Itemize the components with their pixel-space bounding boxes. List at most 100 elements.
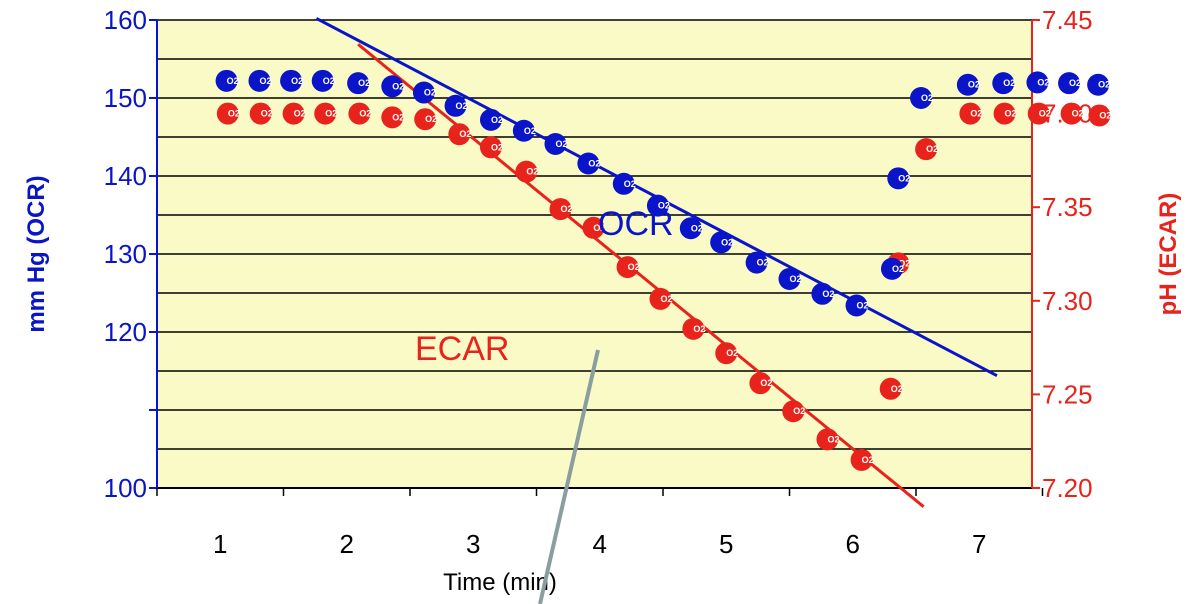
right-tick-label: 7.20 [1042,473,1093,503]
ocr-point-label: O2 [456,101,468,111]
ecar-point [381,106,404,129]
ocr-point [512,119,535,142]
ecar-point [850,448,873,471]
ecar-point-label: O2 [760,378,772,388]
ocr-annotation: OCR [598,205,674,243]
ocr-point [1087,73,1110,96]
ocr-point-label: O2 [691,223,703,233]
ecar-point-label: O2 [726,348,738,358]
ecar-point [915,138,938,161]
data-points: O2 O2 O2 O2 O2 O2 O2 O2 O2 O2 O2 O2 O2 O2 O2 O2 O2 O2 O2 O2… [215,69,1111,471]
ocr-point [887,167,910,190]
ocr-point-label: O2 [892,264,904,274]
ocr-point-label: O2 [624,179,636,189]
ocr-point-label: O2 [323,76,335,86]
left-tick-label: 130 [104,239,147,269]
left-axis-title: mm Hg (OCR) [23,175,50,332]
ecar-point [616,256,639,279]
right-tick-label: 7.35 [1042,192,1093,222]
ocr-point-label: O2 [358,78,370,88]
ecar-point-label: O2 [425,114,437,124]
ocr-point-label: O2 [1037,77,1049,87]
ocr-point-label: O2 [555,139,567,149]
ecar-point [249,102,272,125]
ocr-point [646,194,669,217]
ecar-point [348,102,371,125]
ocr-point [215,69,238,92]
right-tick-label: 7.45 [1042,5,1093,35]
ocr-point-label: O2 [491,115,503,125]
ocr-point [248,69,271,92]
ocr-point [880,257,903,280]
ecar-point [314,102,337,125]
ocr-point-label: O2 [921,93,933,103]
axes [149,19,1044,496]
ecar-point [715,342,738,365]
ocr-point [1058,72,1081,95]
ecar-point [549,198,572,221]
ecar-point-label: O2 [228,109,240,119]
x-tick-label: 4 [593,529,607,559]
ocr-point-label: O2 [259,76,271,86]
ecar-point [479,136,502,159]
ecar-point-label: O2 [926,144,938,154]
left-tick-label: 120 [104,317,147,347]
x-tick-label: 7 [972,529,986,559]
ecar-point-label: O2 [1072,109,1084,119]
ecar-point-label: O2 [827,434,839,444]
ocr-point-label: O2 [898,173,910,183]
ocr-point [1026,71,1049,94]
ecar-point-label: O2 [898,258,910,268]
x-tick-label: 6 [846,529,860,559]
ocr-point-label: O2 [424,88,436,98]
ocr-point-label: O2 [1069,78,1081,88]
ecar-point-label: O2 [1005,109,1017,119]
x-tick-label: 5 [719,529,733,559]
left-tick-label: 150 [104,83,147,113]
ocr-point [444,94,467,117]
ocr-point [479,108,502,131]
ecar-point [414,108,437,131]
ecar-point-label: O2 [1039,109,1051,119]
ecar-point-label: O2 [526,167,538,177]
ecar-point [582,216,605,239]
ocr-point [577,152,600,175]
ecar-point-label: O2 [325,109,337,119]
ecar-point [1060,102,1083,125]
ocr-point [778,267,801,290]
ocr-point-label: O2 [658,201,670,211]
ocr-point [956,73,979,96]
ocr-point [745,251,768,274]
ecar-point [1088,104,1111,127]
x-axis-title: Time (min) [443,569,557,596]
ecar-point [879,377,902,400]
right-tick-label: 7.30 [1042,286,1093,316]
ecar-point-label: O2 [1099,110,1111,120]
ecar-point-label: O2 [294,109,306,119]
ecar-point-label: O2 [862,455,874,465]
ecar-point [649,287,672,310]
ecar-point-label: O2 [392,112,404,122]
ecar-point [993,102,1016,125]
callout-pointer-line [538,349,600,604]
ocr-point [544,133,567,156]
ecar-point [782,400,805,423]
ocr-point-label: O2 [721,237,733,247]
left-tick-label: 160 [104,5,147,35]
left-tick-label: 140 [104,161,147,191]
ocr-point-label: O2 [1098,80,1110,90]
ocr-point-label: O2 [227,76,239,86]
ecar-point [216,102,239,125]
ocr-point [412,81,435,104]
ecar-point-label: O2 [261,109,273,119]
ecar-point-label: O2 [359,109,371,119]
ecar-point [749,372,772,395]
ecar-annotation: ECAR [415,330,509,368]
ocr-point-label: O2 [968,80,980,90]
ecar-point-label: O2 [593,223,605,233]
ocr-point [381,75,404,98]
ocr-point-label: O2 [588,159,600,169]
left-tick-label: 100 [104,473,147,503]
ecar-point-label: O2 [459,129,471,139]
ocr-point [280,69,303,92]
